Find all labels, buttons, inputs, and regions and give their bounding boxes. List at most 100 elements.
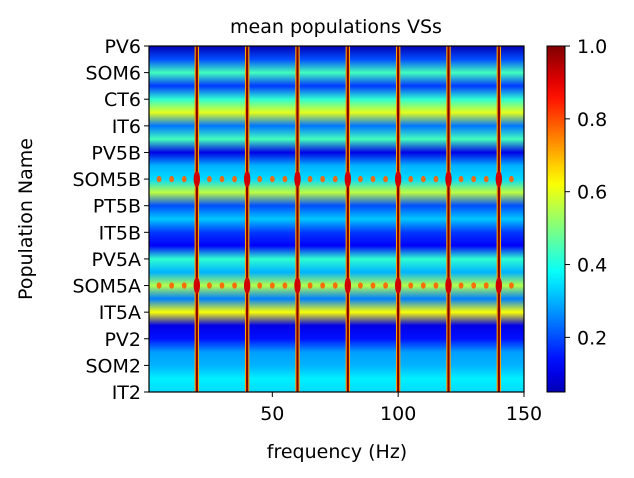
y-tick-label: SOM5A	[73, 276, 142, 298]
colorbar-tick-label: 0.8	[577, 109, 607, 131]
plot-frame	[148, 45, 525, 393]
peak-line	[397, 46, 400, 392]
harmonic-dot	[169, 175, 175, 183]
harmonic-dot	[509, 282, 514, 289]
peak-hotspot	[344, 171, 352, 188]
y-axis-label: Population Name	[15, 138, 37, 300]
harmonic-dot	[169, 282, 175, 289]
harmonic-dot	[257, 282, 263, 289]
colorbar-ticks: 0.2 0.4 0.6 0.8 1.0	[565, 36, 607, 349]
harmonic-dot	[269, 175, 275, 183]
harmonic-dot	[156, 175, 162, 183]
y-tick-label: PV6	[104, 36, 141, 58]
colorbar-tick-label: 0.4	[577, 255, 607, 277]
harmonic-dot	[207, 175, 212, 183]
harmonic-dot	[181, 282, 187, 289]
y-tick-label: PV2	[104, 329, 141, 351]
peak-line	[195, 46, 198, 392]
harmonic-dot	[383, 175, 388, 183]
peak-hotspot	[445, 277, 452, 294]
harmonic-dot	[307, 175, 313, 183]
harmonic-dot	[370, 175, 376, 183]
peak-hotspot	[294, 171, 301, 188]
colorbar	[546, 45, 566, 393]
y-tick-label: PV5B	[91, 142, 141, 164]
heatmap-bands	[149, 46, 524, 392]
harmonic-dot	[307, 282, 313, 289]
harmonic-dot	[408, 282, 414, 289]
harmonic-dot	[483, 282, 489, 289]
harmonic-dot	[370, 282, 376, 289]
harmonic-dot	[232, 282, 237, 289]
harmonic-dot	[509, 175, 514, 183]
harmonic-dot	[269, 282, 275, 289]
colorbar-tick-label: 1.0	[577, 36, 607, 58]
harmonic-dot	[420, 175, 426, 183]
y-tick-label: CT6	[104, 89, 141, 111]
peak-hotspot	[193, 277, 201, 294]
chart-title: mean populations VSs	[230, 16, 442, 38]
y-tick-label: PV5A	[91, 249, 141, 271]
harmonic-dot	[282, 282, 288, 289]
y-tick-label: IT6	[112, 116, 141, 138]
peak-hotspot	[294, 277, 301, 294]
x-tick-label: 100	[380, 403, 416, 425]
peak-line	[497, 46, 500, 392]
harmonic-dot	[433, 175, 439, 183]
y-tick-label: PT5B	[93, 196, 141, 218]
harmonic-dot	[408, 175, 414, 183]
colorbar-tick-label: 0.6	[577, 182, 607, 204]
peak-hotspot	[394, 277, 402, 294]
colorbar-tick-label: 0.2	[577, 327, 607, 349]
x-axis-label: frequency (Hz)	[267, 441, 407, 463]
peak-hotspot	[243, 277, 251, 294]
y-tick-label: SOM6	[86, 63, 142, 85]
harmonic-dot	[358, 175, 363, 183]
peak-hotspot	[243, 171, 251, 188]
harmonic-dot	[332, 282, 338, 289]
heatmap-area	[149, 46, 524, 392]
y-tick-label: SOM2	[86, 355, 142, 377]
harmonic-dot	[219, 282, 225, 289]
peak-line	[246, 46, 249, 392]
x-tick-label: 150	[506, 403, 542, 425]
x-tick-label: 50	[260, 403, 284, 425]
y-tick-label: IT5B	[99, 222, 141, 244]
heatmap-peak-lines	[193, 46, 503, 392]
harmonic-dot	[219, 175, 225, 183]
x-axis-ticks: 50 100 150	[260, 392, 542, 425]
peak-hotspot	[445, 171, 452, 188]
peak-hotspot	[193, 171, 201, 188]
harmonic-dot	[483, 175, 489, 183]
harmonic-dot	[232, 175, 237, 183]
harmonic-dot	[471, 282, 477, 289]
harmonic-dot	[358, 282, 363, 289]
peak-hotspot	[394, 171, 402, 188]
peak-line	[296, 46, 299, 392]
harmonic-dot	[207, 282, 212, 289]
harmonic-dot	[320, 282, 326, 289]
harmonic-dot	[420, 282, 426, 289]
y-tick-label: IT5A	[99, 302, 141, 324]
harmonic-dot	[433, 282, 439, 289]
y-tick-label: SOM5B	[72, 169, 141, 191]
harmonic-dot	[458, 175, 464, 183]
peak-hotspot	[344, 277, 352, 294]
harmonic-dot	[282, 175, 288, 183]
harmonic-dot	[383, 282, 388, 289]
peak-line	[447, 46, 450, 392]
heatmap-band-fill	[149, 46, 524, 392]
harmonic-dot	[471, 175, 477, 183]
peak-hotspot	[495, 277, 503, 294]
harmonic-dot	[257, 175, 263, 183]
peak-hotspot	[495, 171, 503, 188]
peak-line	[346, 46, 349, 392]
harmonic-dot	[156, 282, 162, 289]
y-tick-label: IT2	[112, 382, 141, 404]
y-axis-ticks: PV6 SOM6 CT6 IT6 PV5B SOM5B PT5B IT5B PV5A SOM5A I…	[72, 36, 149, 404]
harmonic-dot	[332, 175, 338, 183]
harmonic-dot	[458, 282, 464, 289]
harmonic-dot	[181, 175, 187, 183]
harmonic-dot	[320, 175, 326, 183]
